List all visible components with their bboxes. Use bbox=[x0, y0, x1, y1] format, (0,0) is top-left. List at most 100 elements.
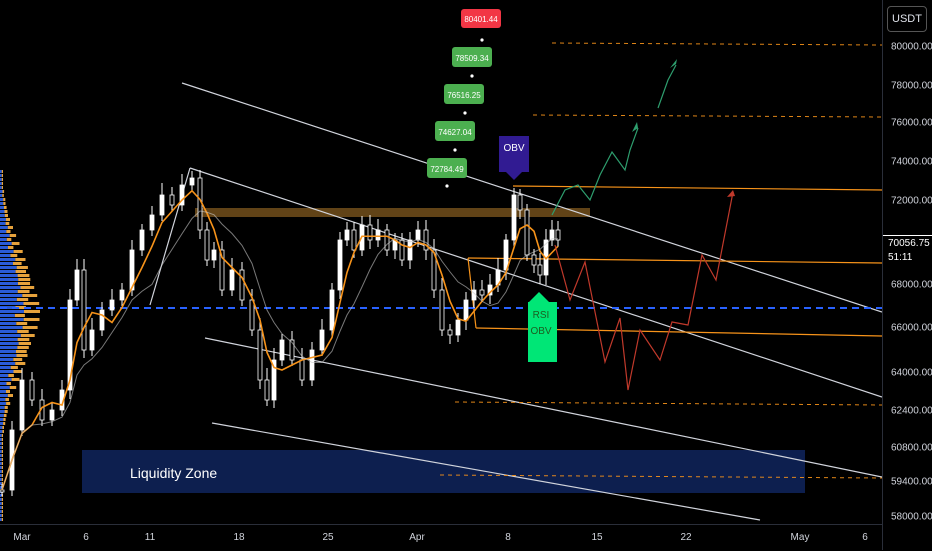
volume-bar-up bbox=[0, 242, 12, 245]
volume-bar-down bbox=[16, 266, 28, 269]
candle-body bbox=[271, 359, 277, 401]
volume-bar-up bbox=[0, 378, 12, 381]
target-label-1: 80401.44 bbox=[464, 15, 498, 24]
volume-bar-down bbox=[1, 514, 3, 517]
candle-body bbox=[211, 249, 217, 261]
volume-bar-down bbox=[7, 394, 13, 397]
volume-bar-up bbox=[0, 350, 16, 353]
volume-bar-up bbox=[0, 262, 13, 265]
volume-bar-up bbox=[0, 474, 2, 477]
candle-body bbox=[289, 339, 295, 361]
candle-body bbox=[19, 379, 25, 431]
volume-bar-up bbox=[0, 498, 2, 501]
volume-bar-up bbox=[0, 214, 5, 217]
candle-body bbox=[503, 239, 509, 271]
target-badge-5 bbox=[427, 158, 467, 178]
volume-bar-up bbox=[0, 294, 23, 297]
dashed-target-levels bbox=[439, 42, 882, 479]
volume-bar-up bbox=[0, 282, 18, 285]
rsi-obv-marker: RSI OBV bbox=[528, 292, 557, 362]
candle-body bbox=[407, 239, 413, 261]
volume-bar-up bbox=[0, 190, 3, 193]
volume-bar-down bbox=[13, 370, 23, 373]
price-tick: 59400.00 bbox=[891, 476, 932, 488]
volume-bar-up bbox=[0, 430, 3, 433]
green-arrow-head-2 bbox=[670, 59, 677, 68]
volume-bar-down bbox=[1, 478, 3, 481]
volume-bar-down bbox=[3, 422, 6, 425]
volume-bar-up bbox=[0, 342, 19, 345]
volume-bar-down bbox=[13, 250, 23, 253]
candle-body bbox=[384, 229, 390, 251]
time-tick: 25 bbox=[322, 532, 334, 543]
volume-bar-down bbox=[1, 454, 3, 457]
volume-bar-up bbox=[0, 462, 2, 465]
volume-bar-down bbox=[2, 430, 4, 433]
currency-button[interactable]: USDT bbox=[887, 6, 927, 32]
volume-bar-down bbox=[5, 222, 10, 225]
time-tick: 18 bbox=[233, 532, 245, 543]
volume-bar-up bbox=[0, 510, 2, 513]
obv-top-marker: OBV bbox=[499, 136, 529, 180]
bullish-projection-path bbox=[551, 127, 639, 216]
volume-bar-up bbox=[0, 438, 2, 441]
volume-bar-up bbox=[0, 194, 3, 197]
volume-bar-down bbox=[15, 362, 26, 365]
volume-bar-down bbox=[6, 402, 11, 405]
volume-bar-down bbox=[1, 466, 3, 469]
volume-bar-up bbox=[0, 458, 2, 461]
volume-bar-down bbox=[2, 190, 5, 193]
target-label-4: 74627.04 bbox=[438, 128, 472, 137]
volume-bar-down bbox=[3, 414, 7, 417]
volume-bar-down bbox=[5, 398, 9, 401]
candle-body bbox=[463, 299, 469, 321]
volume-bar-down bbox=[1, 450, 3, 453]
volume-bar-down bbox=[1, 506, 3, 509]
volume-bar-up bbox=[0, 302, 24, 305]
candle-body bbox=[319, 329, 325, 351]
volume-bar-up bbox=[0, 314, 15, 317]
volume-bar-down bbox=[1, 174, 3, 177]
volume-bar-up bbox=[0, 206, 4, 209]
volume-bar-up bbox=[0, 422, 4, 425]
volume-bar-up bbox=[0, 434, 2, 437]
price-tick: 66000.00 bbox=[891, 322, 932, 334]
last-price-value: 70056.75 bbox=[888, 238, 930, 249]
volume-bar-down bbox=[15, 258, 26, 261]
volume-bar-up bbox=[0, 322, 17, 325]
volume-bar-up bbox=[0, 390, 6, 393]
chart-canvas[interactable]: Liquidity Zone 80401.44 78509. bbox=[0, 0, 882, 524]
candle-body bbox=[375, 229, 381, 241]
candle-body bbox=[524, 209, 530, 256]
time-axis[interactable]: Mar 6 11 18 25 Apr 8 15 22 May 6 bbox=[0, 524, 882, 551]
time-tick: Mar bbox=[13, 532, 31, 543]
price-targets: 80401.44 78509.34 76516.25 74627.04 7278… bbox=[427, 9, 501, 188]
volume-bar-down bbox=[17, 330, 29, 333]
volume-bar-up bbox=[0, 266, 17, 269]
volume-bar-down bbox=[4, 210, 8, 213]
target-badge-2 bbox=[452, 47, 492, 67]
candle-body bbox=[351, 229, 357, 251]
volume-bar-up bbox=[0, 410, 5, 413]
volume-bar-up bbox=[0, 478, 2, 481]
price-tick: 68000.00 bbox=[891, 279, 932, 291]
candle-body bbox=[264, 379, 270, 401]
volume-bar-down bbox=[23, 318, 40, 321]
volume-bar-down bbox=[1, 438, 3, 441]
volume-bar-down bbox=[1, 186, 3, 189]
volume-bar-down bbox=[1, 434, 3, 437]
candle-body bbox=[479, 289, 485, 296]
volume-bar-down bbox=[13, 262, 22, 265]
candle-body bbox=[531, 254, 537, 266]
volume-bar-up bbox=[0, 446, 2, 449]
volume-bar-up bbox=[0, 306, 16, 309]
time-tick: 11 bbox=[144, 532, 156, 543]
candle-body bbox=[511, 194, 517, 241]
volume-bar-up bbox=[0, 470, 2, 473]
volume-bar-down bbox=[18, 342, 31, 345]
volume-bar-up bbox=[0, 426, 3, 429]
volume-bar-down bbox=[7, 226, 13, 229]
price-axis[interactable]: USDT 80000.00 78000.00 76000.00 74000.00 720… bbox=[882, 0, 932, 550]
volume-bar-down bbox=[1, 182, 3, 185]
target-badge-1 bbox=[461, 9, 501, 28]
